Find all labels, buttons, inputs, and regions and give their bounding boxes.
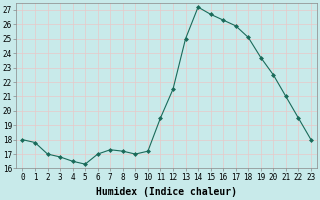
X-axis label: Humidex (Indice chaleur): Humidex (Indice chaleur)	[96, 187, 237, 197]
